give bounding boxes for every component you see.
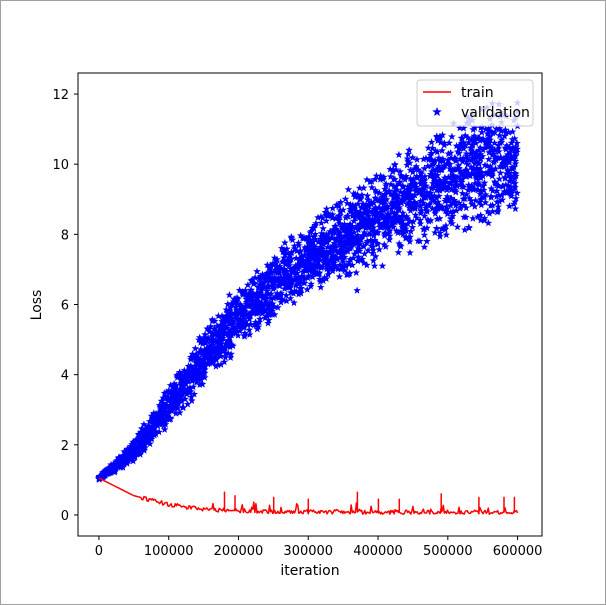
legend: train validation: [416, 79, 534, 127]
x-tick-label: 600000: [493, 544, 543, 559]
x-axis-label: iteration: [280, 563, 339, 579]
y-tick-label: 6: [61, 299, 69, 314]
x-tick-label: 500000: [423, 544, 473, 559]
y-tick-label: 12: [52, 88, 69, 103]
x-axis: 0 100000 200000 300000 400000 500000 600000: [95, 536, 543, 559]
y-tick-label: 2: [61, 439, 69, 454]
x-tick-label: 0: [95, 544, 103, 559]
validation-points: [95, 98, 522, 483]
y-tick-label: 10: [52, 158, 69, 173]
x-tick-label: 400000: [353, 544, 403, 559]
y-tick-label: 4: [61, 369, 69, 384]
legend-validation-swatch: [432, 107, 442, 116]
x-tick-label: 300000: [283, 544, 333, 559]
y-tick-label: 0: [61, 509, 69, 524]
legend-validation-label: validation: [461, 105, 530, 121]
y-tick-label: 8: [61, 228, 69, 243]
x-tick-label: 200000: [214, 544, 264, 559]
y-axis: 0 2 4 6 8 10 12: [52, 88, 78, 524]
train-series-line: [98, 477, 519, 515]
legend-train-label: train: [461, 85, 494, 101]
x-tick-label: 100000: [144, 544, 194, 559]
validation-series: [95, 98, 522, 483]
y-axis-label: Loss: [29, 290, 45, 321]
